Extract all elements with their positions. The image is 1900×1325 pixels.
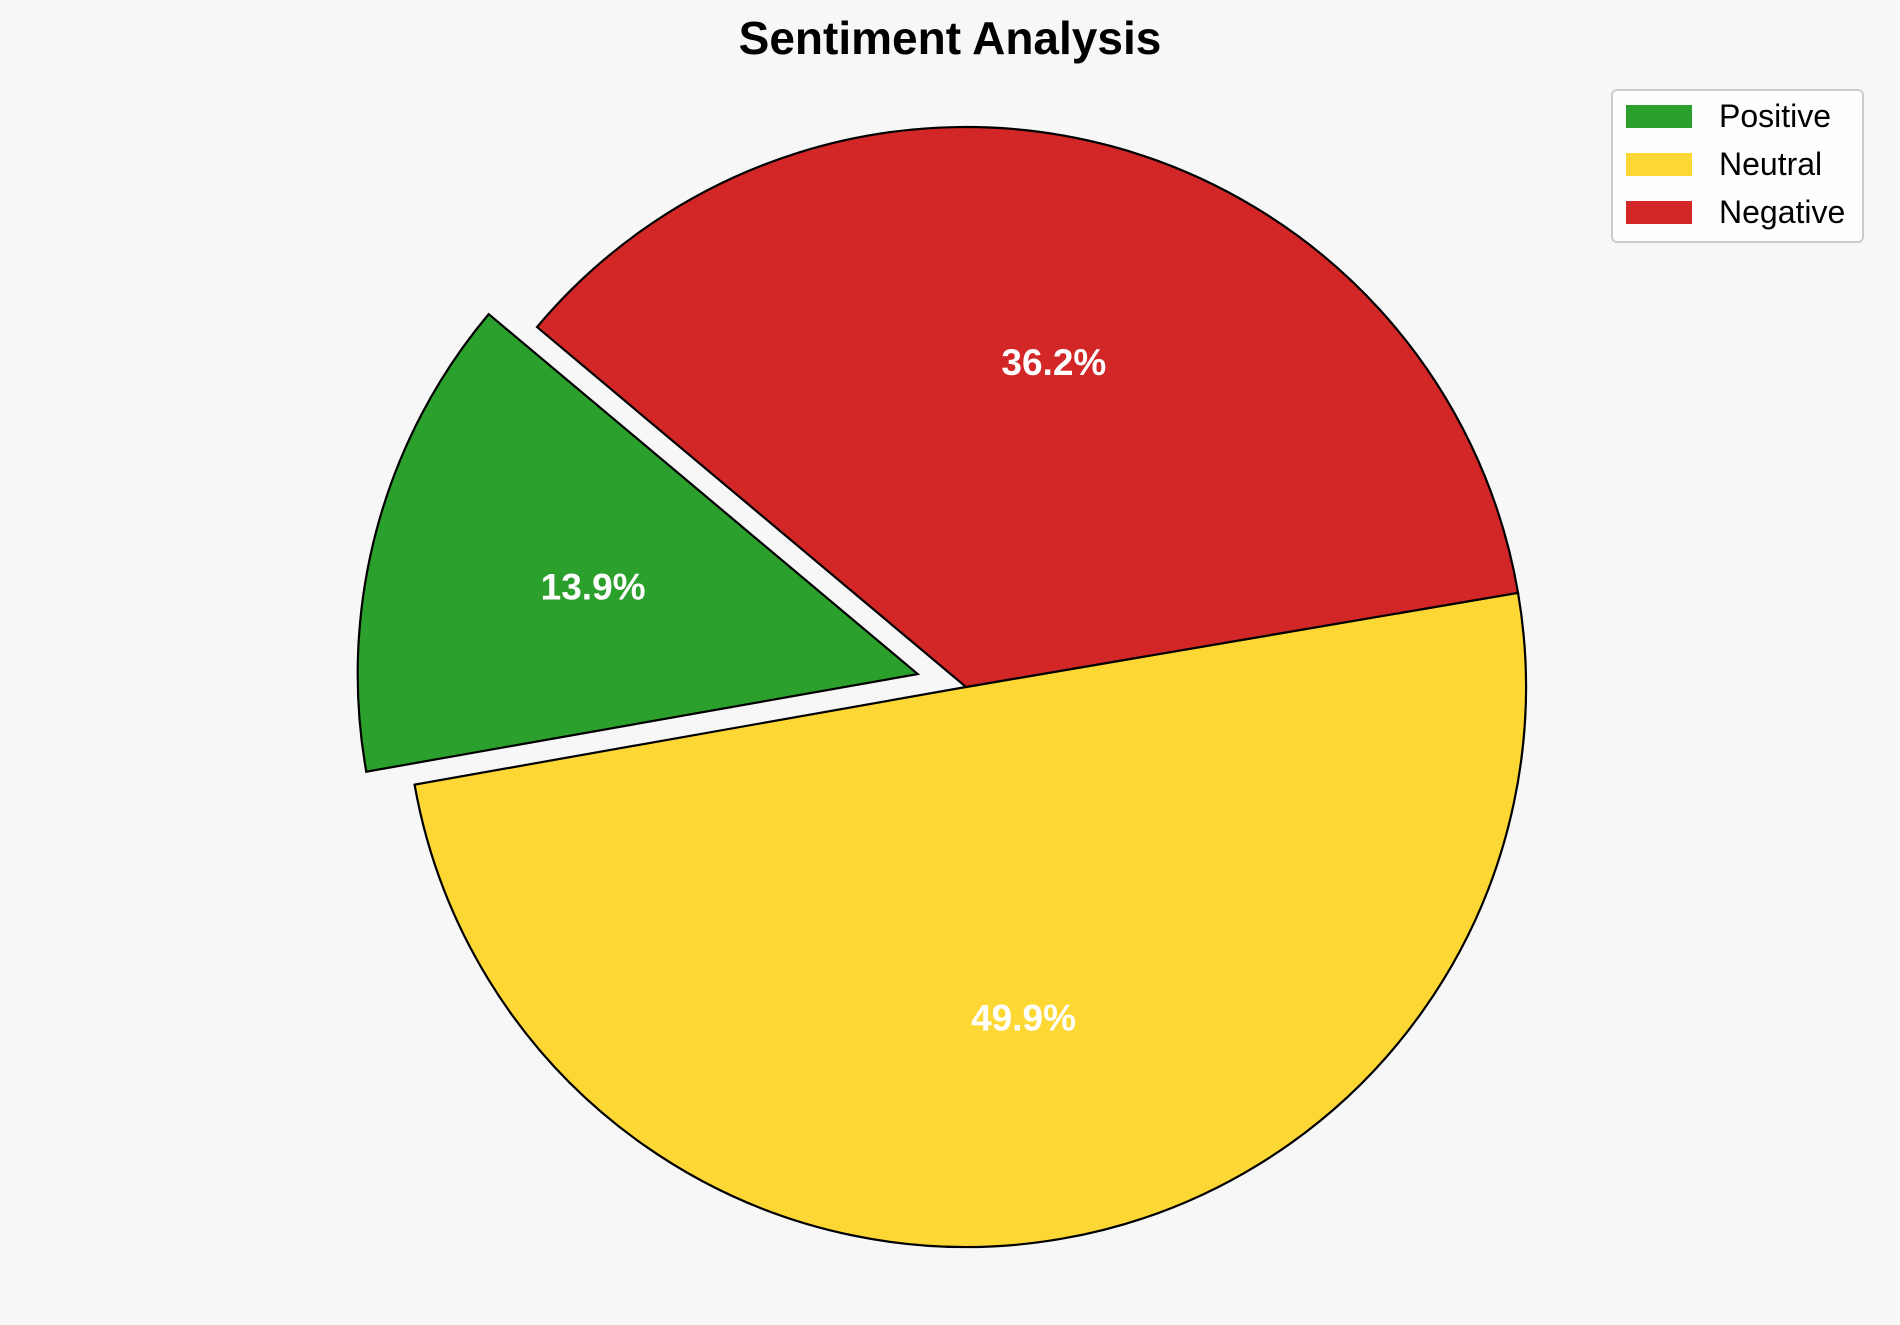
legend-label-neutral: Neutral bbox=[1719, 146, 1822, 182]
legend-label-negative: Negative bbox=[1719, 194, 1845, 230]
legend-swatch-positive bbox=[1626, 105, 1692, 128]
pie-slice-positive bbox=[356, 312, 921, 773]
pie-label-negative: 36.2% bbox=[1001, 342, 1106, 383]
chart-legend: Positive Neutral Negative bbox=[1611, 89, 1864, 243]
chart-title: Sentiment Analysis bbox=[739, 12, 1162, 64]
pie-value-labels: 13.9% 49.9% 36.2% bbox=[541, 342, 1107, 1038]
pie-slice-neutral bbox=[413, 591, 1528, 1249]
legend-swatch-negative bbox=[1626, 201, 1692, 224]
legend-items: Positive Neutral Negative bbox=[1626, 98, 1845, 230]
pie-slices bbox=[356, 125, 1528, 1249]
legend-label-positive: Positive bbox=[1719, 98, 1831, 134]
pie-label-neutral: 49.9% bbox=[971, 998, 1076, 1039]
pie-label-positive: 13.9% bbox=[541, 567, 646, 608]
legend-swatch-neutral bbox=[1626, 153, 1692, 176]
pie-slice-negative bbox=[535, 125, 1520, 689]
